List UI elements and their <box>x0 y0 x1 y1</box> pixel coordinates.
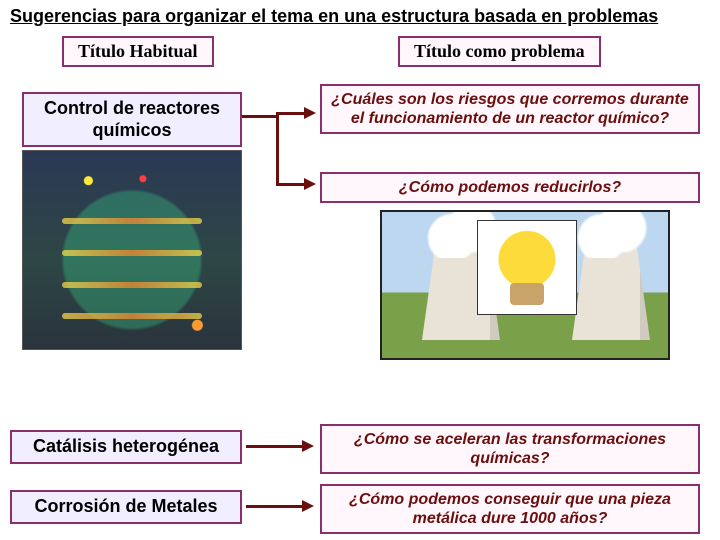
homer-cartoon-image <box>477 220 577 315</box>
connector <box>276 112 279 186</box>
topic-box-catalisis: Catálisis heterogénea <box>10 430 242 464</box>
connector <box>246 505 304 508</box>
problem-box-reducirlos: ¿Cómo podemos reducirlos? <box>320 172 700 203</box>
column-header-right: Título como problema <box>398 36 601 67</box>
column-header-left: Título Habitual <box>62 36 214 67</box>
page-title: Sugerencias para organizar el tema en un… <box>4 2 716 37</box>
thermal-reactor-image <box>22 150 242 350</box>
problem-box-catalisis: ¿Cómo se aceleran las transformaciones q… <box>320 424 700 474</box>
connector <box>276 183 306 186</box>
connector <box>242 115 276 118</box>
arrow-icon <box>302 440 314 452</box>
topic-line: químicos <box>92 120 171 140</box>
connector <box>276 112 306 115</box>
cooling-towers-image <box>380 210 670 360</box>
topic-box-corrosion: Corrosión de Metales <box>10 490 242 524</box>
arrow-icon <box>304 107 316 119</box>
topic-line: Control de reactores <box>44 98 220 118</box>
arrow-icon <box>304 178 316 190</box>
connector <box>246 445 304 448</box>
problem-box-corrosion: ¿Cómo podemos conseguir que una pieza me… <box>320 484 700 534</box>
problem-box-riesgos: ¿Cuáles son los riesgos que corremos dur… <box>320 84 700 134</box>
arrow-icon <box>302 500 314 512</box>
topic-box-reactores: Control de reactores químicos <box>22 92 242 147</box>
